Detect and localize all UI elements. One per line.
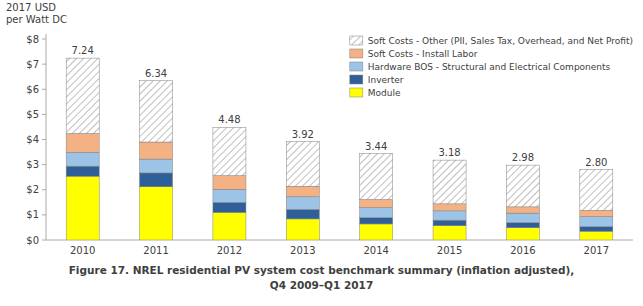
title: Figure 17. NREL residential PV system co… [69, 264, 575, 291]
y-tick-label: $4 [26, 134, 39, 145]
bar-segment [213, 127, 246, 175]
bar-segment [580, 231, 613, 240]
total-label: 4.48 [218, 114, 240, 125]
bar-segment [506, 213, 539, 223]
total-label: 2.80 [585, 157, 607, 168]
y-tick-label: $2 [26, 184, 39, 195]
legend-label: Inverter [368, 75, 404, 85]
bar-segment [66, 166, 99, 176]
bar-segment [506, 228, 539, 240]
bar-segment [580, 217, 613, 227]
x-tick-label: 2012 [217, 245, 242, 256]
bar-segment [580, 227, 613, 232]
legend-label: Hardware BOS - Structural and Electrical… [368, 62, 611, 72]
y-label-line: 2017 USD [6, 2, 56, 13]
bars [66, 58, 613, 240]
legend-swatch [350, 62, 363, 71]
x-tick-label: 2017 [584, 245, 609, 256]
title-line: Q4 2009–Q1 2017 [270, 279, 373, 291]
total-label: 7.24 [72, 45, 94, 56]
y-label: 2017 USDper Watt DC [6, 2, 67, 25]
total-label: 2.98 [512, 152, 534, 163]
y-tick [42, 240, 46, 241]
y-tick [42, 89, 46, 90]
legend-label: Soft Costs - Other (PII, Sales Tax, Over… [368, 36, 633, 46]
bar-segment [140, 159, 173, 173]
title-line: Figure 17. NREL residential PV system co… [69, 264, 575, 276]
x-axis-line [46, 240, 633, 241]
legend-label: Module [368, 88, 401, 98]
bar-segment [286, 186, 319, 197]
y-tick-label: $3 [26, 159, 39, 170]
bar-segment [360, 154, 393, 200]
bar-segment [360, 218, 393, 224]
y-tick-label: $8 [26, 34, 39, 45]
total-label: 3.18 [438, 147, 460, 158]
bar-segment [213, 212, 246, 240]
y-tick-label: $6 [26, 84, 39, 95]
y-tick [42, 189, 46, 190]
bar-segment [213, 176, 246, 190]
total-label: 3.92 [292, 129, 314, 140]
bar-segment [506, 165, 539, 207]
bar-segment [66, 152, 99, 166]
bar-segment [213, 189, 246, 202]
x-tick-label: 2010 [70, 245, 95, 256]
bar-segment [66, 176, 99, 240]
total-label: 6.34 [145, 68, 167, 79]
x-tick-label: 2016 [510, 245, 535, 256]
bar-segment [66, 58, 99, 133]
y-tick [42, 139, 46, 140]
bar-segment [433, 204, 466, 211]
bar-segment [286, 219, 319, 240]
legend-swatch [350, 75, 363, 84]
x-axis: 2010 2011 2012 2013 2014 2015 2016 2017 [70, 245, 609, 256]
bar-segment [213, 202, 246, 212]
y-tick [42, 164, 46, 165]
x-tick-label: 2011 [143, 245, 168, 256]
legend-swatch [350, 36, 363, 45]
bar-segment [140, 173, 173, 187]
bar-segment [433, 160, 466, 204]
bar-segment [360, 208, 393, 218]
y-tick [42, 214, 46, 215]
bar-segment [66, 133, 99, 152]
bar-segment [580, 170, 613, 211]
x-tick-label: 2015 [437, 245, 462, 256]
y-tick-label: $5 [26, 109, 39, 120]
y-tick [42, 39, 46, 40]
y-tick-label: $0 [26, 235, 39, 246]
bar-segment [286, 142, 319, 187]
bar-segment [360, 224, 393, 240]
y-tick [42, 114, 46, 115]
bar-segment [433, 220, 466, 226]
y-tick-label: $1 [26, 209, 39, 220]
bar-segment [140, 187, 173, 240]
legend: Soft Costs - Other (PII, Sales Tax, Over… [350, 36, 633, 98]
x-tick-label: 2013 [290, 245, 315, 256]
legend-swatch [350, 88, 363, 97]
bar-segment [360, 200, 393, 208]
bar-segment [286, 209, 319, 219]
bar-segment [140, 81, 173, 142]
bar-segment [506, 207, 539, 213]
y-tick [42, 64, 46, 65]
bar-segment [506, 223, 539, 228]
y-tick-label: $7 [26, 59, 39, 70]
total-label: 3.44 [365, 141, 387, 152]
y-axis-line [46, 34, 47, 240]
bar-segment [140, 142, 173, 159]
bar-segment [433, 226, 466, 240]
x-tick-label: 2014 [363, 245, 388, 256]
legend-label: Soft Costs - Install Labor [368, 49, 478, 59]
bar-segment [433, 211, 466, 220]
chart: $0 $1 $2 $3 $4 $5 $6 $7 $8 7.24 6.34 4.48 3.92 3.44 3.… [0, 0, 643, 306]
bar-segment [286, 197, 319, 210]
y-label-line: per Watt DC [6, 14, 67, 25]
bar-segment [580, 210, 613, 216]
legend-swatch [350, 49, 363, 58]
y-axis: $0 $1 $2 $3 $4 $5 $6 $7 $8 [26, 34, 633, 246]
